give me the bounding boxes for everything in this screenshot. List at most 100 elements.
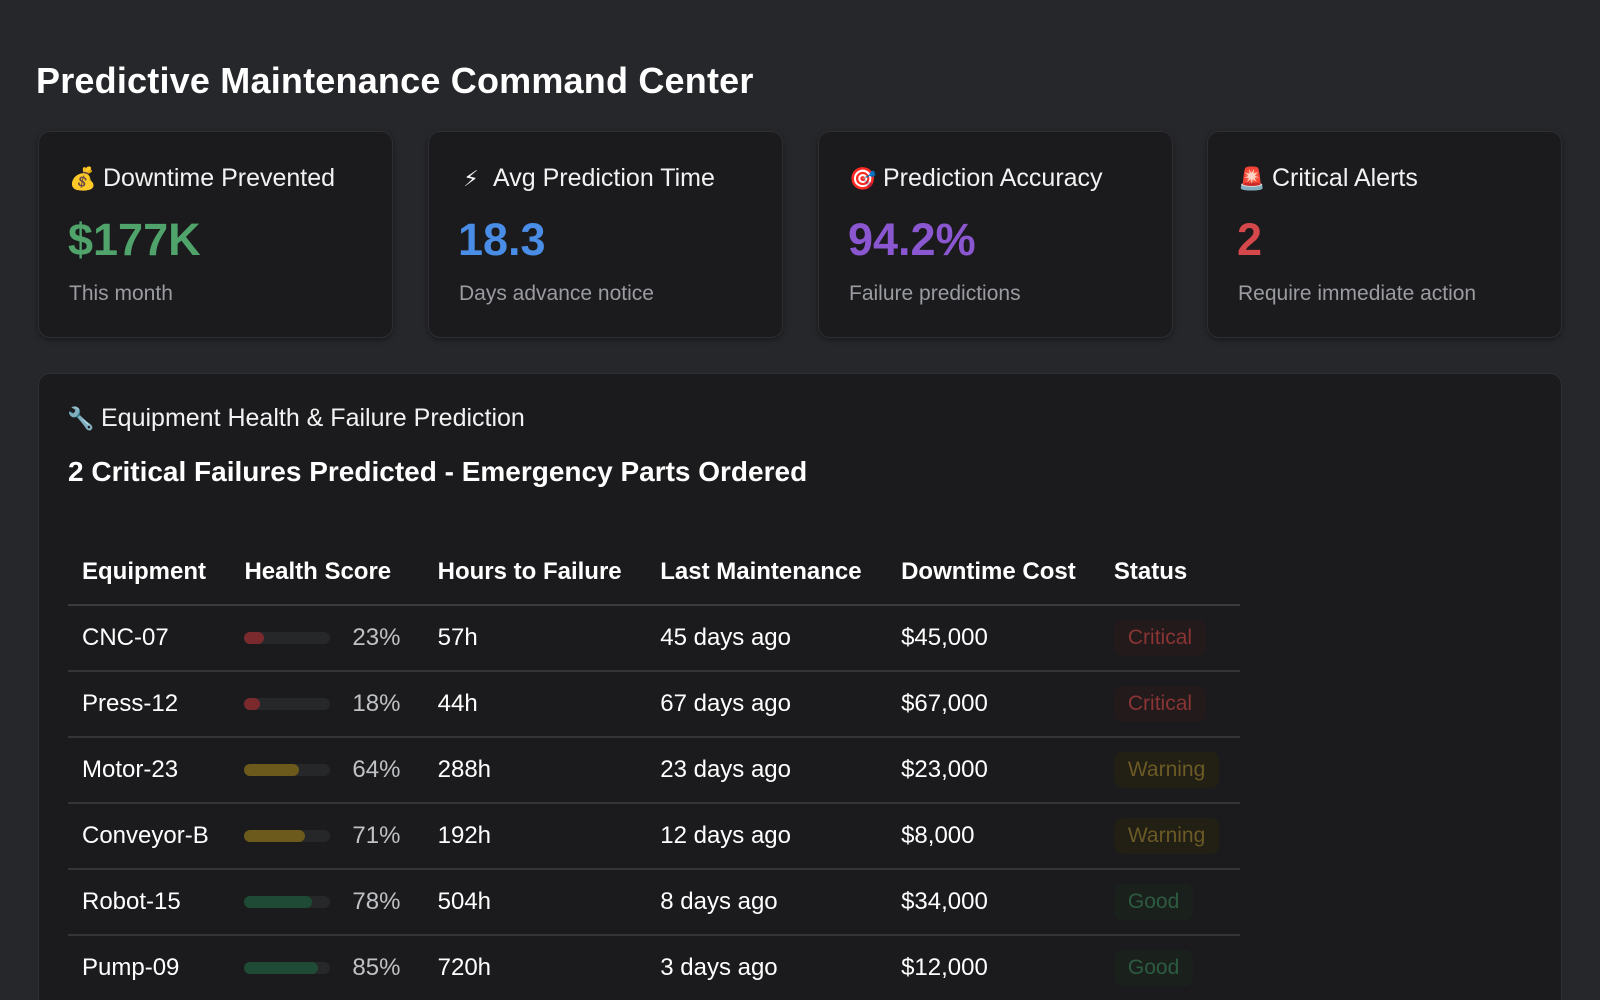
kpi-card-critical-alerts: 🚨 Critical Alerts 2 Require immediate ac… (1207, 131, 1562, 338)
target-icon: 🎯 (849, 165, 877, 191)
hours-to-failure: 504h (423, 869, 647, 936)
downtime-cost: $45,000 (887, 605, 1100, 672)
table-row[interactable]: Motor-23 64% 288h 23 days ago $23,000 Warning (68, 737, 1240, 804)
kpi-header: 🎯 Prediction Accuracy (849, 164, 1103, 193)
kpi-subtext: This month (69, 282, 173, 305)
kpi-value: 18.3 (458, 214, 546, 265)
hours-to-failure: 44h (423, 671, 647, 738)
kpi-subtext: Days advance notice (459, 282, 654, 305)
health-bar-fill (244, 632, 265, 644)
health-score: 23% (244, 624, 409, 652)
kpi-label: Downtime Prevented (103, 164, 336, 192)
kpi-card-downtime-prevented: 💰 Downtime Prevented $177K This month (38, 131, 393, 338)
last-maintenance: 12 days ago (646, 803, 888, 870)
kpi-label: Critical Alerts (1272, 164, 1418, 192)
panel-header: 🔧 Equipment Health & Failure Prediction (67, 404, 525, 433)
column-header-hours-to-failure[interactable]: Hours to Failure (423, 539, 647, 606)
health-score: 71% (244, 822, 409, 850)
column-header-status[interactable]: Status (1099, 539, 1240, 606)
kpi-card-prediction-accuracy: 🎯 Prediction Accuracy 94.2% Failure pred… (818, 131, 1173, 338)
kpi-value: 94.2% (848, 214, 976, 265)
table-row[interactable]: Pump-09 85% 720h 3 days ago $12,000 Good (68, 935, 1240, 1000)
status-cell: Good (1099, 869, 1240, 936)
page-title: Predictive Maintenance Command Center (36, 60, 754, 101)
health-bar-fill (244, 830, 306, 842)
health-score-cell: 18% (230, 671, 424, 738)
table-row[interactable]: Press-12 18% 44h 67 days ago $67,000 Critical (68, 671, 1240, 738)
last-maintenance: 23 days ago (646, 737, 888, 804)
health-bar (244, 632, 331, 644)
health-percent: 64% (352, 756, 401, 783)
health-percent: 71% (352, 822, 401, 849)
kpi-subtext: Require immediate action (1238, 282, 1477, 305)
column-header-equipment[interactable]: Equipment (68, 539, 231, 606)
column-header-health-score[interactable]: Health Score (230, 539, 424, 606)
health-score-cell: 71% (230, 803, 424, 870)
equipment-table: Equipment Health Score Hours to Failure … (68, 539, 1240, 1000)
downtime-cost: $34,000 (887, 869, 1100, 936)
hours-to-failure: 720h (423, 935, 647, 1000)
table-row[interactable]: CNC-07 23% 57h 45 days ago $45,000 Critical (68, 605, 1240, 672)
health-score-cell: 23% (230, 605, 424, 672)
last-maintenance: 67 days ago (646, 671, 888, 738)
wrench-icon: 🔧 (67, 405, 95, 431)
equipment-name: Press-12 (68, 671, 231, 738)
table-header-row: Equipment Health Score Hours to Failure … (68, 539, 1240, 606)
downtime-cost: $12,000 (887, 935, 1100, 1000)
siren-icon: 🚨 (1238, 165, 1266, 191)
health-bar (244, 962, 331, 974)
health-percent: 23% (352, 624, 401, 651)
kpi-subtext: Failure predictions (849, 282, 1021, 305)
downtime-cost: $23,000 (887, 737, 1100, 804)
health-bar-fill (244, 764, 300, 776)
kpi-header: 🚨 Critical Alerts (1238, 164, 1418, 193)
health-bar (244, 830, 331, 842)
health-score: 85% (244, 954, 409, 982)
table-body: CNC-07 23% 57h 45 days ago $45,000 Critical Pr… (68, 605, 1240, 1000)
equipment-name: Robot-15 (68, 869, 231, 936)
table-row[interactable]: Robot-15 78% 504h 8 days ago $34,000 Good (68, 869, 1240, 936)
health-bar (244, 896, 331, 908)
panel-subtitle: 2 Critical Failures Predicted - Emergenc… (68, 456, 808, 487)
health-bar-fill (244, 962, 318, 974)
table-row[interactable]: Conveyor-B 71% 192h 12 days ago $8,000 Warnin… (68, 803, 1240, 870)
health-score-cell: 85% (230, 935, 424, 1000)
status-badge: Warning (1113, 752, 1220, 788)
equipment-health-panel: 🔧 Equipment Health & Failure Prediction … (38, 373, 1562, 1000)
kpi-value: 2 (1237, 214, 1263, 265)
lightning-icon: ⚡ (463, 165, 479, 191)
downtime-cost: $8,000 (887, 803, 1100, 870)
status-badge: Critical (1113, 686, 1207, 722)
health-percent: 18% (352, 690, 401, 717)
kpi-card-avg-prediction-time: ⚡ Avg Prediction Time 18.3 Days advance … (428, 131, 783, 338)
status-badge: Critical (1113, 620, 1207, 656)
status-badge: Warning (1113, 818, 1220, 854)
equipment-name: Pump-09 (68, 935, 231, 1000)
health-score-cell: 64% (230, 737, 424, 804)
equipment-name: Conveyor-B (68, 803, 231, 870)
health-bar-fill (244, 698, 260, 710)
hours-to-failure: 192h (423, 803, 647, 870)
status-badge: Good (1113, 884, 1194, 920)
health-percent: 85% (352, 954, 401, 981)
status-cell: Good (1099, 935, 1240, 1000)
health-percent: 78% (352, 888, 401, 915)
downtime-cost: $67,000 (887, 671, 1100, 738)
money-bag-icon: 💰 (69, 165, 97, 191)
hours-to-failure: 288h (423, 737, 647, 804)
health-score-cell: 78% (230, 869, 424, 936)
status-badge: Good (1113, 950, 1194, 986)
health-bar (244, 764, 331, 776)
column-header-downtime-cost[interactable]: Downtime Cost (887, 539, 1100, 606)
health-bar-fill (244, 896, 312, 908)
equipment-name: CNC-07 (68, 605, 231, 672)
status-cell: Warning (1099, 803, 1240, 870)
kpi-label: Avg Prediction Time (493, 164, 715, 192)
last-maintenance: 3 days ago (646, 935, 888, 1000)
kpi-label: Prediction Accuracy (883, 164, 1103, 192)
last-maintenance: 8 days ago (646, 869, 888, 936)
last-maintenance: 45 days ago (646, 605, 888, 672)
hours-to-failure: 57h (423, 605, 647, 672)
column-header-last-maintenance[interactable]: Last Maintenance (646, 539, 888, 606)
equipment-name: Motor-23 (68, 737, 231, 804)
